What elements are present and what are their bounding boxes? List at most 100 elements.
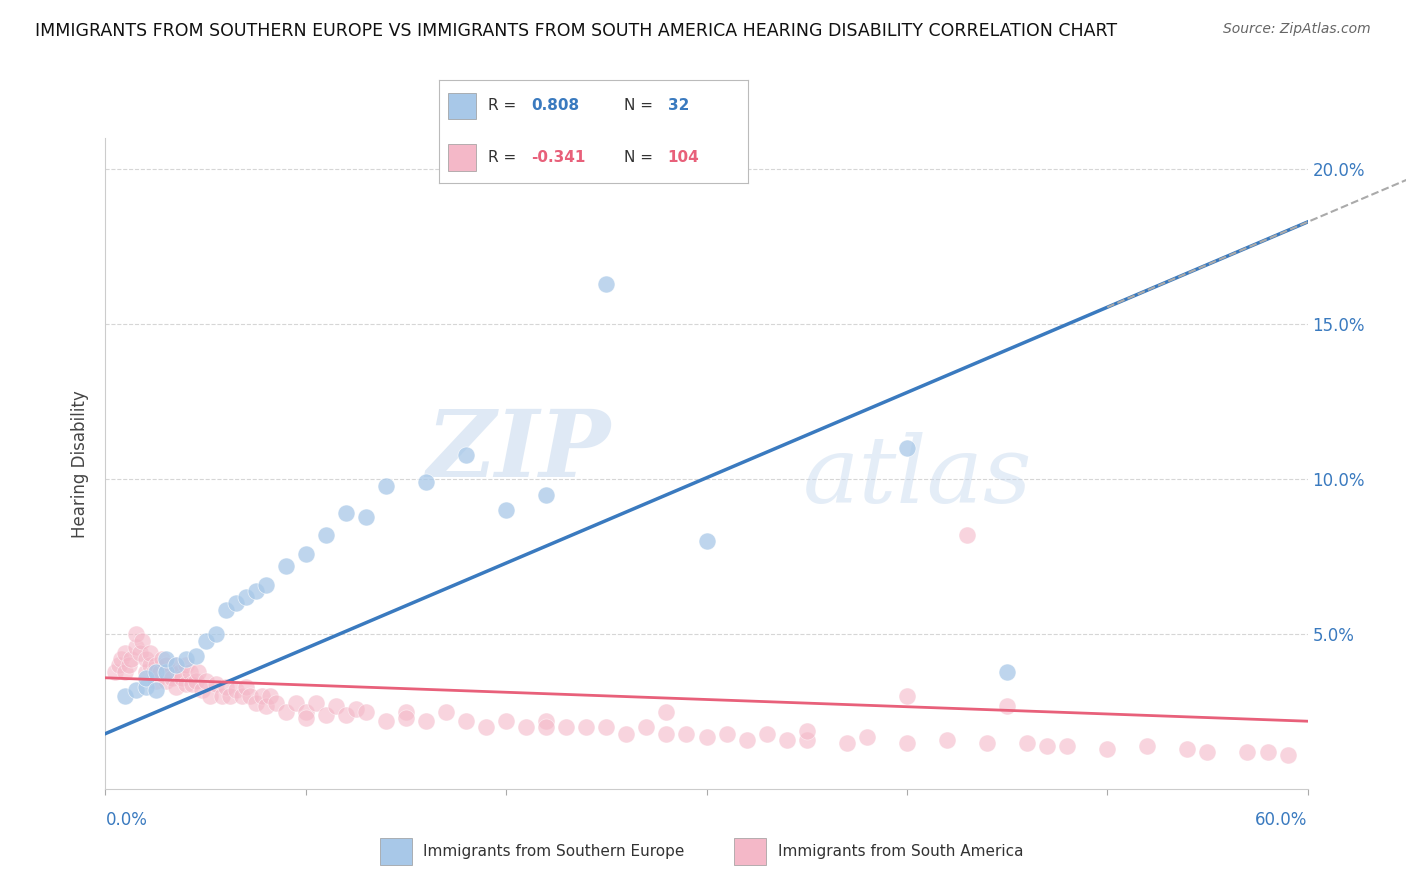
- Point: [204, 677, 226, 691]
- Point: [114, 690, 136, 704]
- Point: [515, 720, 537, 734]
- Point: [239, 690, 262, 704]
- Point: [354, 509, 377, 524]
- Point: [374, 478, 398, 492]
- Point: [245, 696, 267, 710]
- Point: [335, 507, 357, 521]
- Point: [274, 705, 297, 719]
- Y-axis label: Hearing Disability: Hearing Disability: [72, 390, 90, 538]
- Point: [936, 732, 959, 747]
- Text: Immigrants from Southern Europe: Immigrants from Southern Europe: [423, 845, 685, 859]
- Point: [755, 726, 778, 740]
- Point: [655, 705, 678, 719]
- Point: [190, 683, 212, 698]
- Point: [204, 627, 226, 641]
- Point: [235, 590, 257, 604]
- Point: [534, 720, 557, 734]
- Point: [315, 708, 337, 723]
- Point: [148, 665, 170, 679]
- FancyBboxPatch shape: [449, 144, 475, 170]
- Point: [675, 726, 697, 740]
- Point: [776, 732, 799, 747]
- Text: 32: 32: [668, 98, 689, 113]
- Point: [254, 698, 277, 713]
- Point: [179, 665, 201, 679]
- Point: [415, 475, 437, 490]
- Text: IMMIGRANTS FROM SOUTHERN EUROPE VS IMMIGRANTS FROM SOUTH AMERICA HEARING DISABIL: IMMIGRANTS FROM SOUTHERN EUROPE VS IMMIG…: [35, 22, 1118, 40]
- Text: ZIP: ZIP: [426, 406, 610, 496]
- Point: [284, 696, 307, 710]
- Point: [896, 736, 918, 750]
- Point: [1177, 742, 1199, 756]
- Point: [124, 640, 146, 654]
- Point: [198, 690, 221, 704]
- Point: [835, 736, 858, 750]
- Point: [135, 665, 157, 679]
- Point: [696, 534, 718, 549]
- Point: [735, 732, 758, 747]
- Point: [555, 720, 578, 734]
- Point: [976, 736, 998, 750]
- Point: [454, 448, 477, 462]
- Point: [716, 726, 738, 740]
- Point: [110, 652, 132, 666]
- Text: 0.0%: 0.0%: [105, 811, 148, 829]
- Point: [165, 658, 187, 673]
- Point: [395, 711, 418, 725]
- Point: [1017, 736, 1039, 750]
- Text: R =: R =: [488, 150, 522, 165]
- Point: [374, 714, 398, 729]
- Point: [114, 665, 136, 679]
- Point: [434, 705, 457, 719]
- Point: [616, 726, 638, 740]
- Text: Source: ZipAtlas.com: Source: ZipAtlas.com: [1223, 22, 1371, 37]
- Point: [454, 714, 477, 729]
- Point: [295, 705, 318, 719]
- Point: [128, 646, 150, 660]
- Point: [104, 665, 127, 679]
- Point: [335, 708, 357, 723]
- Point: [655, 726, 678, 740]
- Point: [187, 665, 209, 679]
- Point: [184, 673, 207, 688]
- Point: [170, 671, 193, 685]
- Text: 104: 104: [668, 150, 699, 165]
- Point: [995, 698, 1018, 713]
- Point: [1136, 739, 1159, 753]
- Point: [245, 584, 267, 599]
- Point: [575, 720, 598, 734]
- Text: Immigrants from South America: Immigrants from South America: [778, 845, 1024, 859]
- Point: [108, 658, 131, 673]
- Point: [180, 677, 202, 691]
- Point: [160, 671, 183, 685]
- Text: N =: N =: [624, 150, 658, 165]
- Point: [796, 723, 818, 738]
- Point: [495, 714, 517, 729]
- Point: [124, 683, 146, 698]
- Text: 0.808: 0.808: [531, 98, 579, 113]
- Point: [114, 646, 136, 660]
- Point: [155, 665, 177, 679]
- Point: [1257, 745, 1279, 759]
- Point: [165, 658, 187, 673]
- Point: [354, 705, 377, 719]
- Point: [235, 680, 257, 694]
- Point: [495, 503, 517, 517]
- Point: [896, 442, 918, 456]
- Point: [896, 690, 918, 704]
- Point: [534, 488, 557, 502]
- Point: [295, 547, 318, 561]
- Point: [194, 633, 217, 648]
- Text: 60.0%: 60.0%: [1256, 811, 1308, 829]
- Point: [124, 627, 146, 641]
- Point: [155, 658, 177, 673]
- Point: [159, 665, 181, 679]
- Point: [184, 649, 207, 664]
- Point: [534, 714, 557, 729]
- Point: [995, 665, 1018, 679]
- Point: [225, 596, 247, 610]
- Point: [165, 680, 187, 694]
- Point: [135, 652, 157, 666]
- Point: [1036, 739, 1059, 753]
- Point: [595, 720, 617, 734]
